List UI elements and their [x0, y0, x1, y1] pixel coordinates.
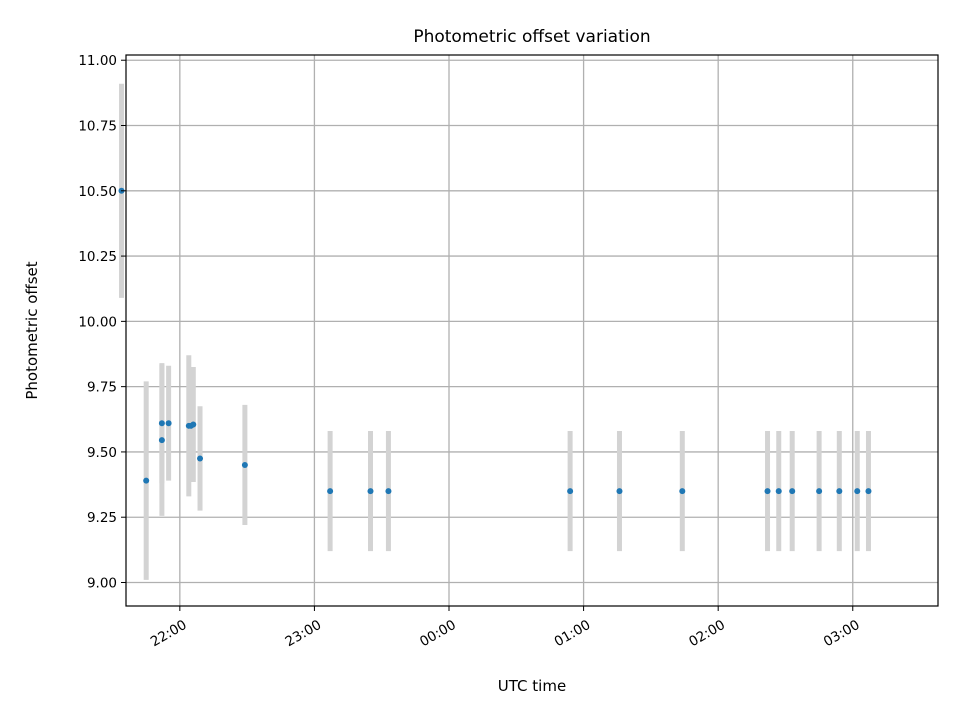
y-tick-label: 9.75 — [87, 380, 117, 396]
x-tick-label: 22:00 — [148, 617, 190, 650]
data-point — [385, 488, 392, 495]
y-tick-label: 9.50 — [87, 445, 117, 461]
data-point — [197, 455, 204, 462]
data-point — [367, 488, 374, 495]
data-point — [775, 488, 782, 495]
data-point — [567, 488, 574, 495]
data-point — [789, 488, 796, 495]
data-point — [816, 488, 823, 495]
plot-frame — [125, 54, 939, 607]
data-point — [143, 477, 150, 484]
data-point — [764, 488, 771, 495]
data-point — [241, 461, 248, 468]
x-tick-label: 03:00 — [821, 617, 863, 650]
y-tick-label: 10.00 — [78, 314, 117, 330]
data-points — [118, 187, 872, 495]
y-axis-label: Photometric offset — [23, 261, 41, 399]
y-tick-label: 10.50 — [78, 184, 117, 200]
y-tick-label: 9.00 — [87, 575, 117, 591]
data-point — [158, 420, 165, 427]
data-point — [158, 437, 165, 444]
x-axis-label: UTC time — [498, 677, 566, 695]
y-tick-label: 11.00 — [78, 53, 117, 69]
axis-ticks: 22:00 23:00 00:00 01:00 02:00 03:00 9.00 9.25 9.… — [78, 53, 862, 650]
data-point — [165, 420, 172, 427]
error-bars — [119, 83, 871, 580]
y-tick-label: 10.25 — [78, 249, 117, 265]
chart-title: Photometric offset variation — [413, 27, 650, 47]
x-tick-label: 00:00 — [417, 617, 459, 650]
data-point — [854, 488, 861, 495]
y-tick-label: 10.75 — [78, 119, 117, 135]
data-point — [865, 488, 872, 495]
grid-lines — [126, 55, 938, 606]
data-point — [836, 488, 843, 495]
x-tick-label: 23:00 — [283, 617, 325, 650]
data-point — [327, 488, 334, 495]
data-point — [679, 488, 686, 495]
x-tick-label: 01:00 — [552, 617, 594, 650]
x-tick-label: 02:00 — [686, 617, 728, 650]
y-tick-label: 9.25 — [87, 510, 117, 526]
data-point — [616, 488, 623, 495]
data-point — [190, 421, 197, 428]
